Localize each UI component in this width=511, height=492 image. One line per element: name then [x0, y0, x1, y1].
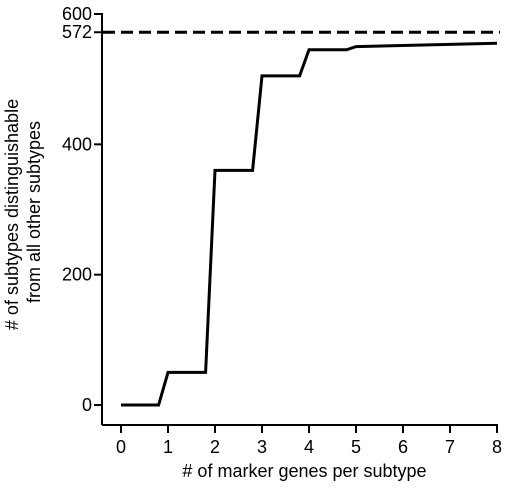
x-tick-label: 6	[398, 437, 408, 457]
x-tick-label: 3	[257, 437, 267, 457]
x-tick-label: 0	[116, 437, 126, 457]
y-tick-label: 572	[62, 22, 92, 42]
y-axis-title-line-1: # of subtypes distinguishable	[2, 99, 22, 330]
x-tick-label: 7	[445, 437, 455, 457]
x-tick-label: 1	[163, 437, 173, 457]
y-tick-label: 200	[62, 265, 92, 285]
x-axis-title: # of marker genes per subtype	[182, 461, 426, 481]
y-axis-title: # of subtypes distinguishable from all o…	[2, 94, 44, 330]
x-tick-label: 5	[351, 437, 361, 457]
x-tick-label: 2	[210, 437, 220, 457]
y-axis-title-line-2: from all other subtypes	[24, 121, 44, 303]
y-tick-label: 400	[62, 134, 92, 154]
y-tick-label: 600	[62, 4, 92, 24]
step-series-line	[121, 41, 498, 407]
y-tick-label: 0	[82, 395, 92, 415]
x-axis-ticks: 0 1 2 3 4 5 6 7 8	[116, 425, 502, 457]
x-tick-label: 4	[304, 437, 314, 457]
x-tick-label: 8	[492, 437, 502, 457]
